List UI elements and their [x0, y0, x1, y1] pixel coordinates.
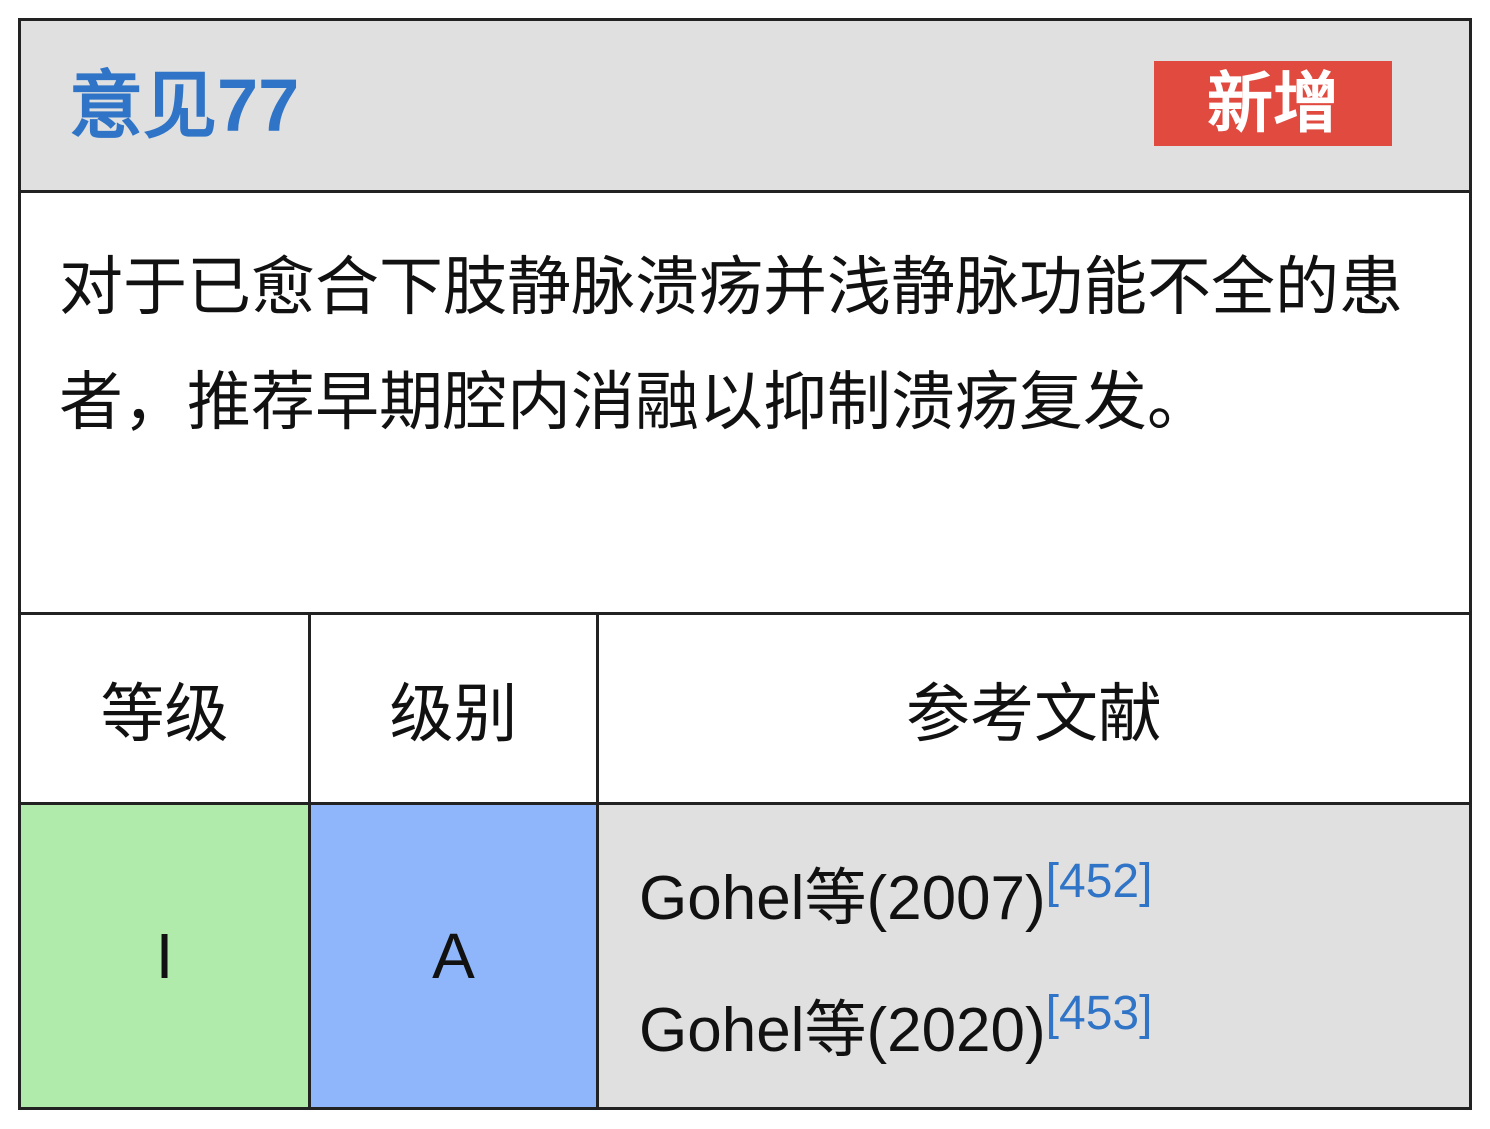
reference-text: Gohel等(2020) [639, 996, 1046, 1065]
grade-cell: I [21, 805, 311, 1107]
header-level: 级别 [311, 615, 599, 802]
citation-link[interactable]: [452] [1045, 855, 1153, 908]
recommendation-card: 意见77 新增 对于已愈合下肢静脉溃疡并浅静脉功能不全的患者，推荐早期腔内消融以… [18, 18, 1472, 1110]
table-header-row: 等级 级别 参考文献 [21, 615, 1469, 805]
citation-link[interactable]: [453] [1045, 987, 1153, 1040]
reference-item: Gohel等(2020)[453] [639, 956, 1152, 1088]
header-references: 参考文献 [906, 677, 1162, 750]
table-row: I A Gohel等(2007)[452] Gohel等(2020)[453] [21, 805, 1469, 1107]
new-badge: 新增 [1154, 61, 1392, 146]
reference-text: Gohel等(2007) [639, 864, 1046, 933]
card-header: 意见77 新增 [21, 21, 1469, 193]
reference-item: Gohel等(2007)[452] [639, 824, 1152, 956]
header-grade: 等级 [21, 615, 311, 802]
recommendation-text: 对于已愈合下肢静脉溃疡并浅静脉功能不全的患者，推荐早期腔内消融以抑制溃疡复发。 [59, 251, 1403, 438]
level-cell: A [311, 805, 599, 1107]
recommendation-body: 对于已愈合下肢静脉溃疡并浅静脉功能不全的患者，推荐早期腔内消融以抑制溃疡复发。 [21, 193, 1469, 615]
references-cell: Gohel等(2007)[452] Gohel等(2020)[453] [599, 805, 1469, 1107]
opinion-title: 意见77 [69, 64, 300, 147]
